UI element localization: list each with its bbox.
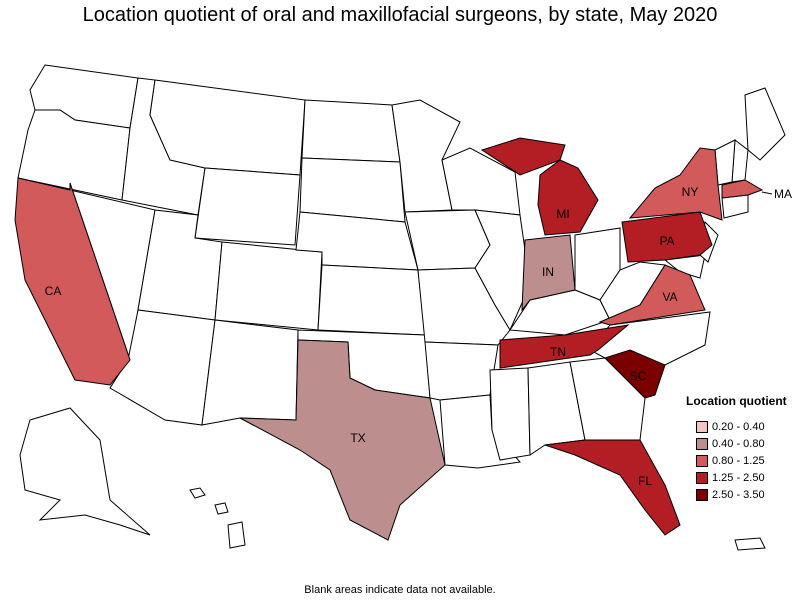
state-tn[interactable]	[499, 324, 630, 369]
state-hi[interactable]	[189, 487, 246, 549]
state-sc[interactable]	[604, 349, 666, 399]
state-co[interactable]	[214, 241, 323, 331]
legend-title: Location quotient	[686, 394, 787, 408]
state-sd[interactable]	[299, 157, 406, 223]
state-ny[interactable]	[628, 147, 723, 221]
map-title: Location quotient of oral and maxillofac…	[82, 4, 718, 26]
state-ma[interactable]	[721, 179, 764, 199]
state-nm[interactable]	[201, 319, 299, 426]
state-ak[interactable]	[19, 407, 151, 536]
legend-swatch	[696, 488, 708, 501]
state-pr[interactable]	[734, 537, 766, 551]
label-tx: TX	[350, 431, 365, 445]
label-tn: TN	[550, 345, 566, 359]
state-ca[interactable]	[14, 177, 131, 386]
legend-swatch	[696, 437, 708, 450]
legend-item: 2.50 - 3.50	[686, 486, 798, 503]
state-fl[interactable]	[544, 439, 681, 536]
label-fl: FL	[638, 474, 652, 488]
state-in[interactable]	[521, 234, 576, 312]
label-in: IN	[542, 265, 554, 279]
label-ca: CA	[45, 284, 62, 298]
label-mi: MI	[556, 207, 569, 221]
state-il[interactable]	[474, 209, 531, 332]
label-sc: SC	[630, 369, 647, 383]
legend-items: 0.20 - 0.40 0.40 - 0.80 0.80 - 1.25 1.25 - …	[686, 418, 798, 503]
blank-states	[17, 64, 786, 551]
legend-label: 2.50 - 3.50	[712, 488, 765, 501]
legend-swatch	[696, 471, 708, 484]
legend-label: 0.20 - 0.40	[712, 420, 765, 433]
legend-label: 0.40 - 0.80	[712, 437, 765, 450]
legend-label: 1.25 - 2.50	[712, 471, 765, 484]
label-pa: PA	[659, 234, 674, 248]
data-states	[14, 137, 764, 541]
state-tx[interactable]	[239, 339, 446, 541]
ma-leader-line	[761, 191, 773, 195]
label-ny: NY	[682, 185, 699, 199]
state-mi-upper[interactable]	[480, 137, 566, 176]
state-mi[interactable]	[537, 159, 599, 236]
state-ar[interactable]	[424, 341, 499, 401]
legend-label: 0.80 - 1.25	[712, 454, 765, 467]
state-vt[interactable]	[714, 139, 736, 186]
state-va[interactable]	[598, 264, 706, 326]
state-labels: CA TX IN MI TN PA NY VA MA SC FL	[45, 185, 792, 488]
state-ga[interactable]	[569, 357, 646, 441]
state-ks[interactable]	[317, 264, 426, 336]
state-ct[interactable]	[721, 194, 749, 219]
footnote: Blank areas indicate data not available.	[304, 584, 496, 596]
legend-item: 0.20 - 0.40	[686, 418, 798, 435]
state-wy[interactable]	[194, 167, 301, 246]
legend-item: 0.80 - 1.25	[686, 452, 798, 469]
state-mt[interactable]	[149, 79, 306, 176]
state-ms[interactable]	[489, 367, 531, 461]
legend-swatch	[696, 420, 708, 433]
state-me[interactable]	[744, 87, 786, 161]
legend-swatch	[696, 454, 708, 467]
state-ia[interactable]	[404, 209, 491, 271]
legend-item: 0.40 - 0.80	[686, 435, 798, 452]
legend-item: 1.25 - 2.50	[686, 469, 798, 486]
state-nd[interactable]	[301, 99, 401, 163]
legend: Location quotient 0.20 - 0.40 0.40 - 0.80…	[686, 394, 798, 503]
label-va: VA	[662, 290, 677, 304]
label-ma: MA	[774, 187, 792, 201]
